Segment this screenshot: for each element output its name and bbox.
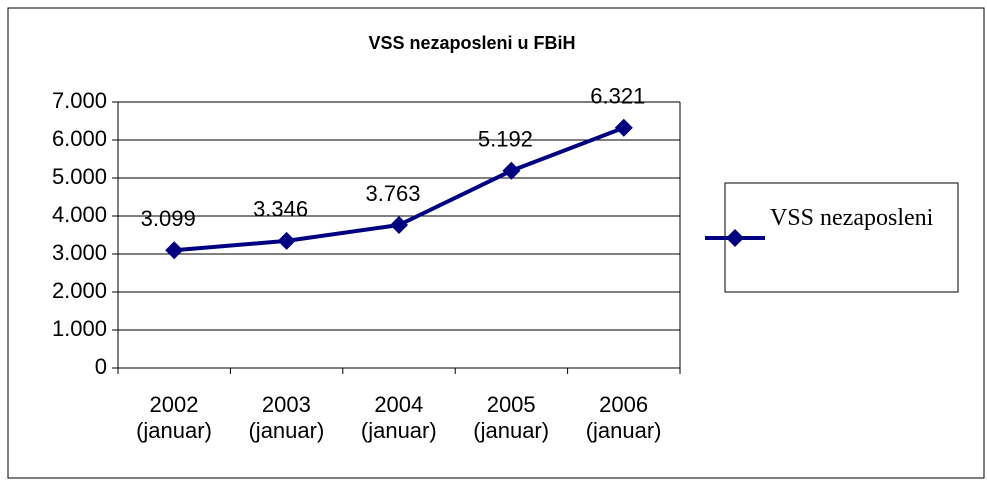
data-label: 3.099 xyxy=(141,206,196,231)
y-tick-label: 5.000 xyxy=(52,164,107,189)
y-tick-label: 4.000 xyxy=(52,202,107,227)
marker xyxy=(614,118,633,137)
chart-title: VSS nezaposleni u FBiH xyxy=(368,33,575,53)
x-tick-label: 2004 (januar) xyxy=(360,392,437,443)
data-label: 3.346 xyxy=(253,197,308,222)
x-tick-label: 2006 (januar) xyxy=(585,392,662,443)
y-tick-label: 2.000 xyxy=(52,278,107,303)
legend-label: VSS nezaposleni xyxy=(770,205,934,231)
x-tick-label: 2003 (januar) xyxy=(248,392,325,443)
marker xyxy=(390,216,408,235)
marker xyxy=(165,241,184,260)
marker xyxy=(277,231,296,250)
y-tick-label: 7.000 xyxy=(52,88,107,113)
legend-swatch-marker xyxy=(726,229,744,247)
data-label: 6.321 xyxy=(590,84,645,109)
y-tick-label: 6.000 xyxy=(52,126,107,151)
y-tick-label: 1.000 xyxy=(52,316,107,341)
data-label: 3.763 xyxy=(365,181,420,206)
chart-border xyxy=(7,7,985,479)
y-tick-label: 3.000 xyxy=(52,240,107,265)
x-tick-label: 2002 (januar) xyxy=(136,392,212,443)
data-label: 5.192 xyxy=(478,127,533,152)
marker xyxy=(502,161,521,180)
y-tick-label: 0 xyxy=(95,354,107,379)
x-tick-label: 2005 (januar) xyxy=(473,392,550,443)
